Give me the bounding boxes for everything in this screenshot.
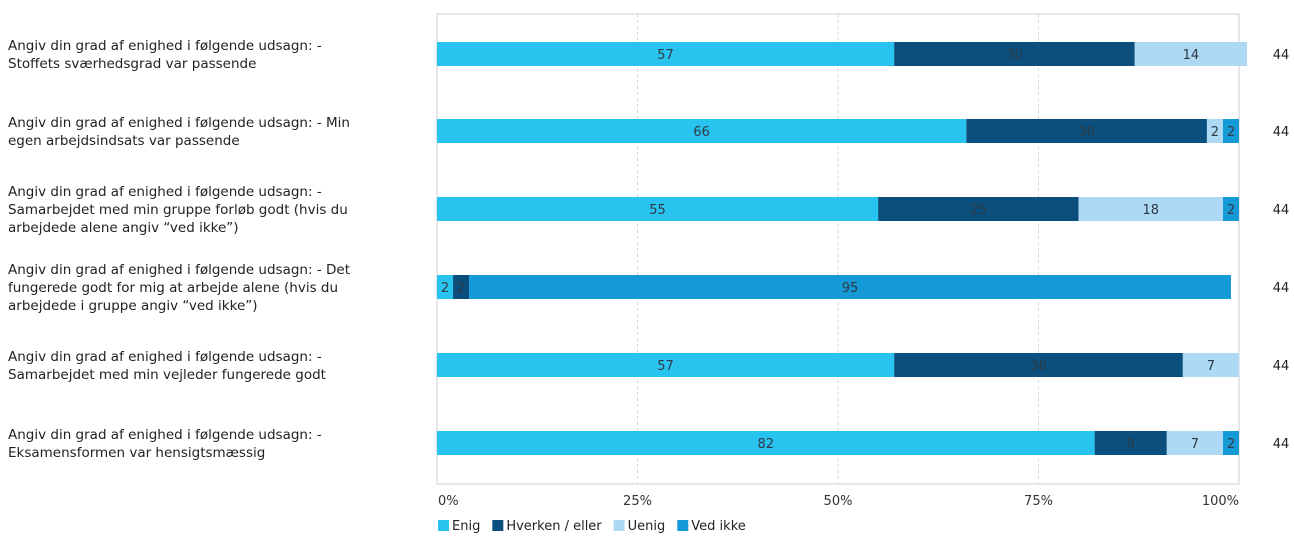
x-tick-label: 100% xyxy=(1202,494,1239,509)
category-label: Angiv din grad af enighed i følgende uds… xyxy=(8,262,350,314)
category-label: Angiv din grad af enighed i følgende uds… xyxy=(8,38,322,72)
category-label-line: Angiv din grad af enighed i følgende uds… xyxy=(8,349,322,365)
category-label: Angiv din grad af enighed i følgende uds… xyxy=(8,349,326,383)
category-label-line: Samarbejdet med min vejleder fungerede g… xyxy=(8,367,326,383)
data-label: 25 xyxy=(970,203,987,218)
legend-label: Hverken / eller xyxy=(506,519,602,534)
bar-segment xyxy=(1222,119,1239,143)
data-label: 30 xyxy=(1006,48,1023,63)
bar-segment xyxy=(1094,431,1167,455)
legend-swatch xyxy=(677,520,689,531)
bar-segment xyxy=(1206,119,1223,143)
legend-swatch xyxy=(492,520,504,531)
bar-segment xyxy=(437,197,879,221)
bar-segment xyxy=(453,275,470,299)
n-count-label: 44 xyxy=(1273,437,1290,452)
category-label-line: Stoffets sværhedsgrad var passende xyxy=(8,56,256,72)
data-label: 18 xyxy=(1143,203,1160,218)
bar-segment xyxy=(878,197,1079,221)
bar-segment xyxy=(437,353,895,377)
category-label-line: arbejdede alene angiv “ved ikke”) xyxy=(8,220,239,236)
bar-segment xyxy=(1078,197,1223,221)
category-label: Angiv din grad af enighed i følgende uds… xyxy=(8,184,348,236)
data-label: 9 xyxy=(1127,437,1135,452)
bar-segment xyxy=(894,42,1135,66)
data-label: 2 xyxy=(1211,125,1219,140)
n-count-label: 44 xyxy=(1273,281,1290,296)
legend-swatch xyxy=(613,520,625,531)
bar-segment xyxy=(437,431,1095,455)
x-tick-label: 50% xyxy=(824,494,853,509)
n-count-label: 44 xyxy=(1273,203,1290,218)
n-count-label: 44 xyxy=(1273,359,1290,374)
bar-segment xyxy=(437,42,895,66)
bar-segment xyxy=(1222,197,1239,221)
data-label: 82 xyxy=(758,437,775,452)
bar-segment xyxy=(437,275,454,299)
n-count-label: 44 xyxy=(1273,48,1290,63)
bar-segment xyxy=(894,353,1183,377)
data-label: 57 xyxy=(657,359,674,374)
data-label: 2 xyxy=(1227,203,1235,218)
data-label: 2 xyxy=(441,281,449,296)
bar-segment xyxy=(1166,431,1223,455)
category-label-line: Angiv din grad af enighed i følgende uds… xyxy=(8,184,322,200)
legend-swatch xyxy=(438,520,449,531)
legend-label: Uenig xyxy=(628,519,666,534)
data-label: 95 xyxy=(842,281,859,296)
legend-label: Ved ikke xyxy=(691,519,745,534)
data-label: 14 xyxy=(1183,48,1200,63)
bar-segment xyxy=(437,119,967,143)
data-label: 2 xyxy=(1227,125,1235,140)
data-label: 7 xyxy=(1207,359,1215,374)
bar-segment xyxy=(1222,431,1239,455)
data-label: 36 xyxy=(1030,359,1047,374)
bar-segment xyxy=(469,275,1231,299)
x-tick-label: 75% xyxy=(1024,494,1053,509)
data-label: 2 xyxy=(1227,437,1235,452)
x-tick-label: 25% xyxy=(623,494,652,509)
bar-segment xyxy=(1134,42,1248,66)
category-label-line: Angiv din grad af enighed i følgende uds… xyxy=(8,262,350,278)
n-count-label: 44 xyxy=(1273,125,1290,140)
data-label: 30 xyxy=(1078,125,1095,140)
bar-segment xyxy=(966,119,1207,143)
category-label-line: egen arbejdsindsats var passende xyxy=(8,133,240,149)
category-label-line: Samarbejdet med min gruppe forløb godt (… xyxy=(8,202,348,218)
category-label-line: Angiv din grad af enighed i følgende uds… xyxy=(8,115,350,131)
bar-segment xyxy=(1182,353,1239,377)
data-label: 57 xyxy=(657,48,674,63)
data-label: 2 xyxy=(457,281,465,296)
data-label: 66 xyxy=(693,125,710,140)
data-label: 55 xyxy=(649,203,666,218)
category-label-line: fungerede godt for mig at arbejde alene … xyxy=(8,280,338,296)
category-label-line: Angiv din grad af enighed i følgende uds… xyxy=(8,38,322,54)
data-label: 7 xyxy=(1191,437,1199,452)
category-label-line: arbejdede i gruppe angiv “ved ikke”) xyxy=(8,298,258,314)
category-label: Angiv din grad af enighed i følgende uds… xyxy=(8,427,322,461)
category-label-line: Angiv din grad af enighed i følgende uds… xyxy=(8,427,322,443)
category-label: Angiv din grad af enighed i følgende uds… xyxy=(8,115,350,149)
category-label-line: Eksamensformen var hensigtsmæssig xyxy=(8,445,265,461)
x-tick-label: 0% xyxy=(438,494,459,509)
legend-label: Enig xyxy=(452,519,480,534)
